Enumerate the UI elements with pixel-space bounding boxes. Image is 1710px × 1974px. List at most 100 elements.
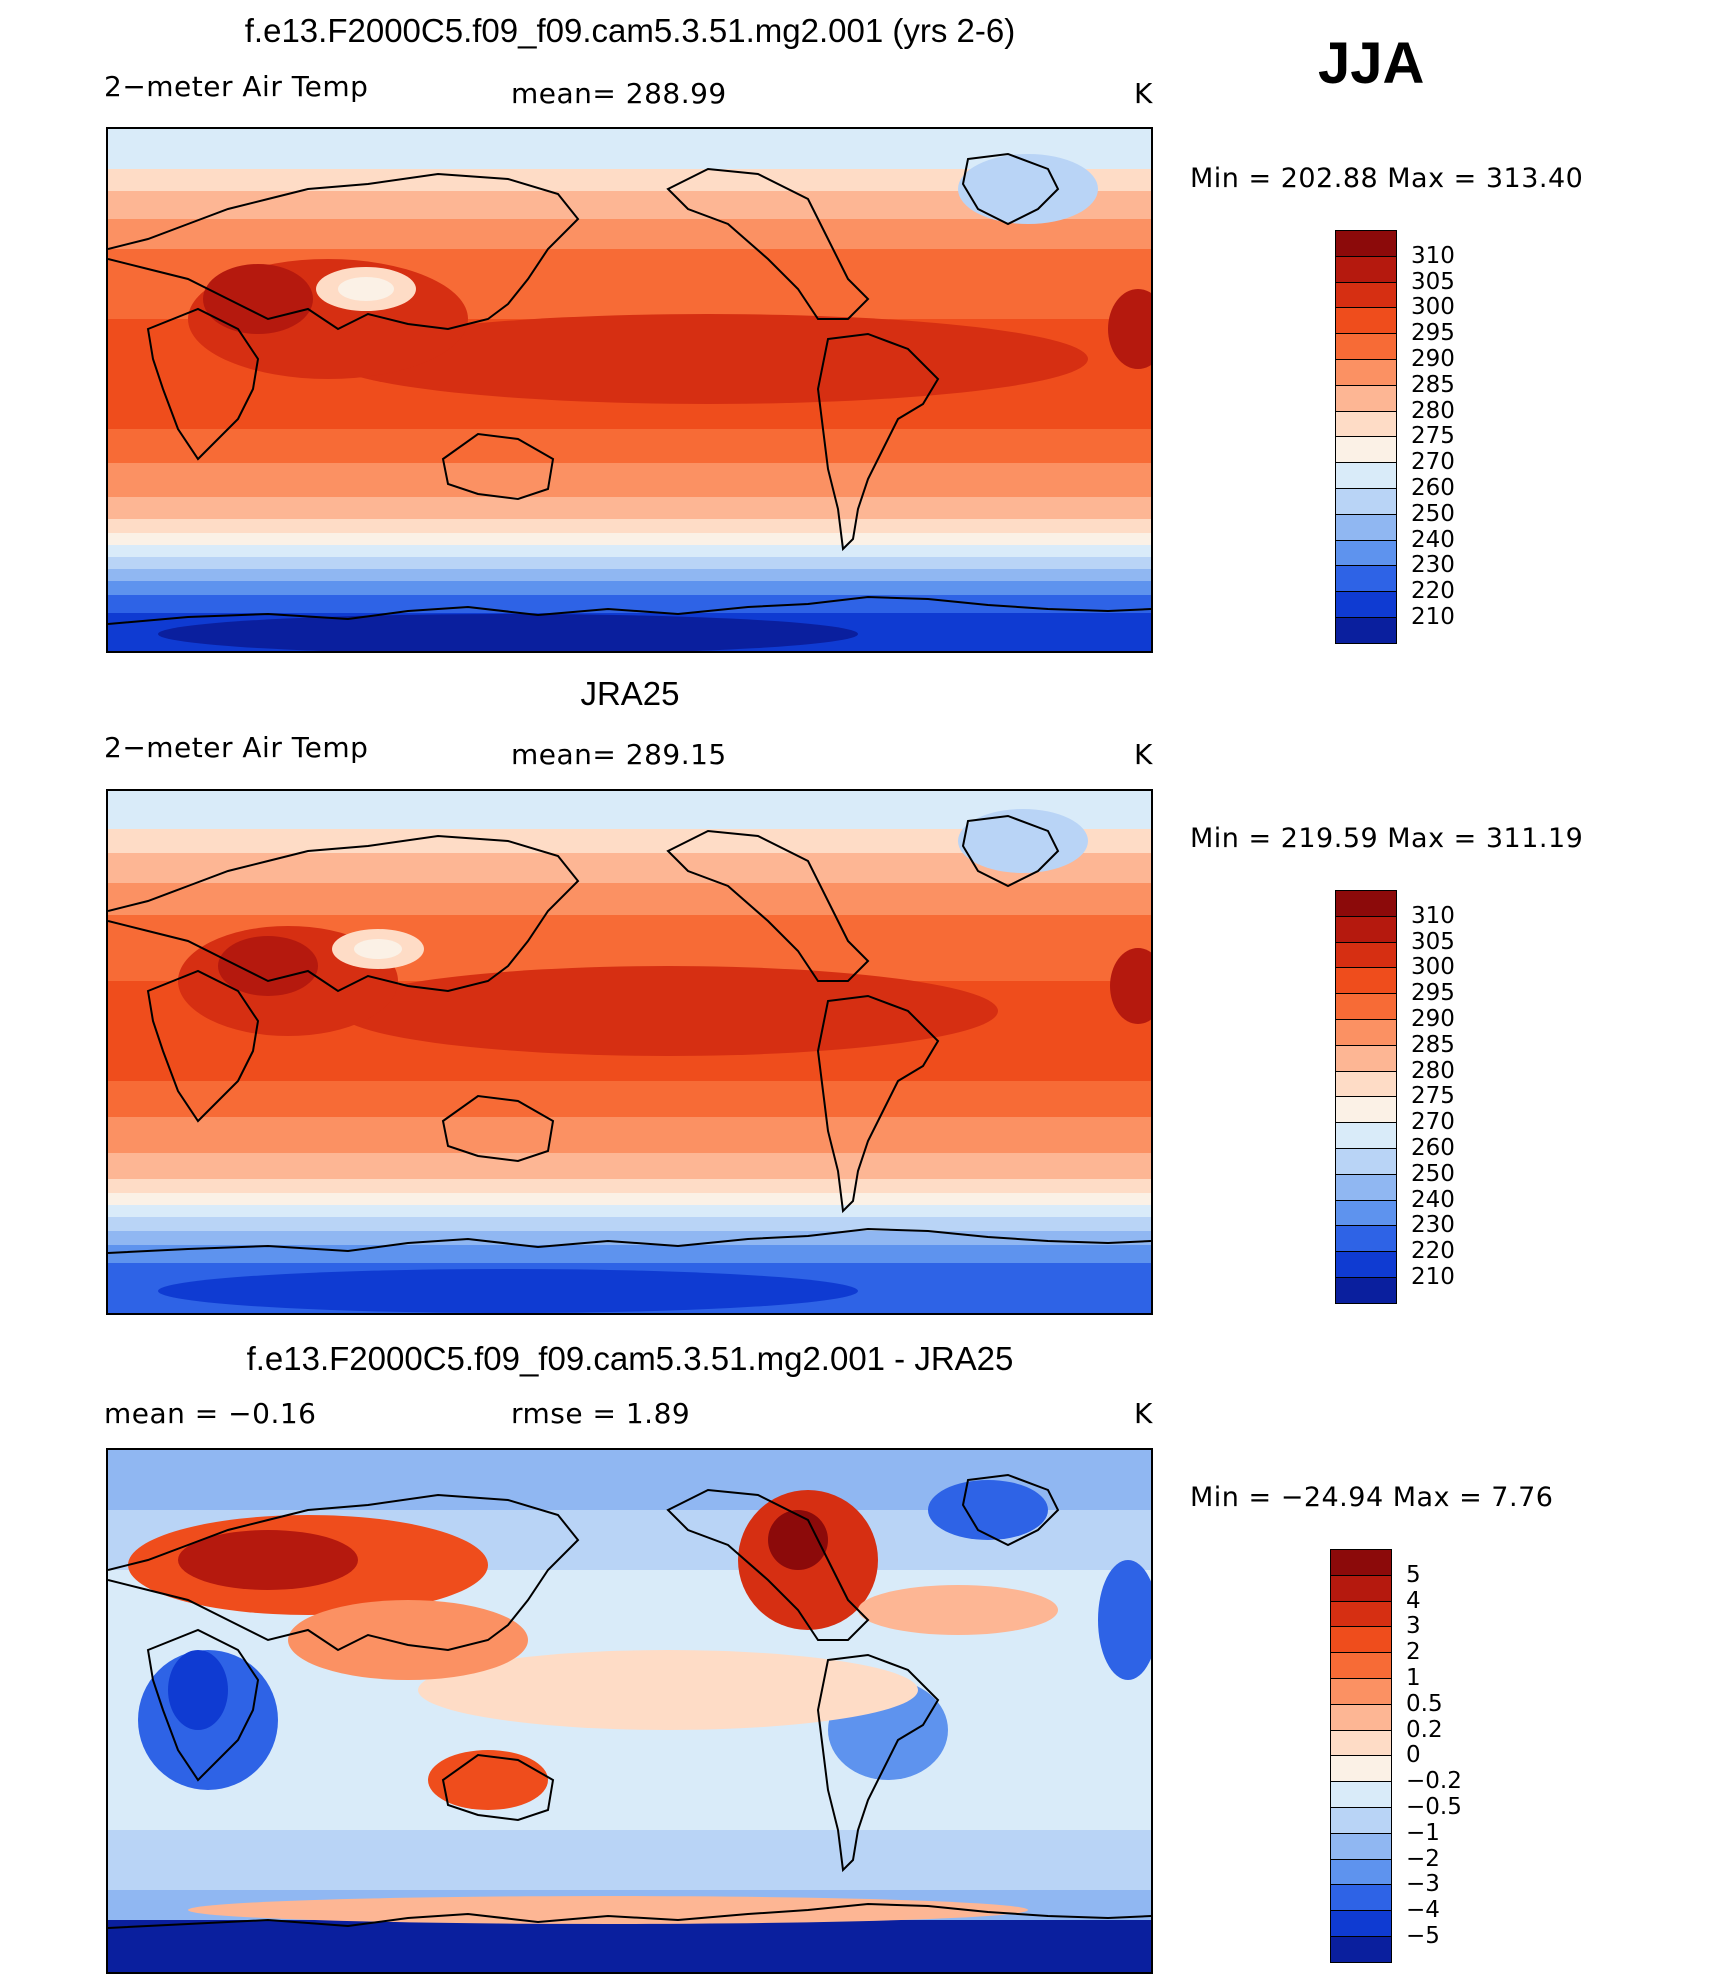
colorbar-tick-label: −5 — [1406, 1923, 1440, 1949]
temperature-difference-field — [108, 1450, 1151, 1972]
panel-3-rmse-label: rmse = 1.89 — [511, 1397, 691, 1430]
colorbar-swatch — [1335, 513, 1397, 542]
colorbar-swatch — [1335, 1148, 1397, 1176]
colorbar-tick-label: 285 — [1411, 1031, 1455, 1058]
colorbar-tick-label: 4 — [1406, 1587, 1421, 1614]
colorbar-swatch — [1335, 539, 1397, 567]
colorbar-tick-label: 290 — [1411, 346, 1455, 372]
colorbar-swatch — [1335, 1096, 1397, 1124]
colorbar-swatch — [1330, 1600, 1392, 1628]
colorbar-swatch — [1330, 1755, 1392, 1783]
colorbar-swatch — [1335, 255, 1397, 284]
colorbar-swatch — [1335, 565, 1397, 593]
colorbar-swatch — [1330, 1626, 1392, 1654]
colorbar-swatch — [1330, 1678, 1392, 1706]
panel-1-title: f.e13.F2000C5.f09_f09.cam5.3.51.mg2.001 … — [244, 12, 1016, 49]
colorbar-tick-label: 305 — [1411, 268, 1455, 295]
colorbar-tick-label: −1 — [1406, 1819, 1440, 1846]
colorbar-swatch — [1335, 307, 1397, 335]
panel-2-map — [106, 789, 1153, 1315]
colorbar-tick-label: 305 — [1411, 928, 1455, 955]
panel-1-units-label: K — [1134, 77, 1153, 110]
panel-1-mean-label: mean= 288.99 — [511, 77, 727, 110]
colorbar-swatch — [1330, 1549, 1392, 1577]
colorbar-tick-label: 250 — [1411, 500, 1455, 527]
colorbar-swatch — [1335, 1251, 1397, 1279]
colorbar-swatch — [1330, 1807, 1392, 1835]
temperature-field-reanalysis — [108, 791, 1151, 1313]
colorbar-swatch — [1335, 915, 1397, 944]
colorbar-swatch — [1335, 333, 1397, 361]
colorbar-swatch — [1335, 890, 1397, 918]
colorbar-tick-label: 260 — [1411, 1135, 1455, 1161]
colorbar-swatch — [1335, 410, 1397, 438]
colorbar-swatch — [1335, 941, 1397, 969]
colorbar-tick-label: 310 — [1411, 902, 1455, 929]
colorbar-tick-label: −0.2 — [1406, 1768, 1462, 1795]
panel-3-units-label: K — [1134, 1397, 1153, 1430]
colorbar-tick-label: 295 — [1411, 320, 1455, 347]
season-label: JJA — [1318, 31, 1425, 96]
colorbar-tick-label: −0.5 — [1406, 1794, 1462, 1820]
colorbar-swatch — [1335, 1199, 1397, 1227]
colorbar-swatch — [1335, 1225, 1397, 1253]
colorbar-tick-label: 260 — [1411, 475, 1455, 501]
panel-3-title: f.e13.F2000C5.f09_f09.cam5.3.51.mg2.001 … — [246, 1340, 1014, 1377]
colorbar-tick-label: −2 — [1406, 1845, 1440, 1872]
colorbar-tick-label: 0.5 — [1406, 1690, 1443, 1717]
colorbar-swatch — [1330, 1652, 1392, 1680]
colorbar-swatch — [1335, 1044, 1397, 1073]
panel-2-minmax: Min = 219.59 Max = 311.19 — [1190, 823, 1584, 854]
panel-2-left-label: 2−meter Air Temp — [104, 731, 369, 764]
colorbar-tick-label: 280 — [1411, 1057, 1455, 1084]
colorbar-swatch — [1330, 1703, 1392, 1732]
colorbar-swatch — [1330, 1781, 1392, 1809]
colorbar-tick-label: 270 — [1411, 449, 1455, 476]
colorbar-tick-label: 220 — [1411, 578, 1455, 605]
colorbar-tick-label: −4 — [1406, 1897, 1440, 1924]
colorbar-tick-label: 250 — [1411, 1160, 1455, 1187]
colorbar-swatch — [1335, 281, 1397, 309]
panel-3-mean-label: mean = −0.16 — [104, 1397, 317, 1430]
colorbar-swatch — [1335, 1122, 1397, 1150]
colorbar-swatch — [1335, 993, 1397, 1021]
colorbar-tick-label: 275 — [1411, 1083, 1455, 1110]
panel-3-minmax: Min = −24.94 Max = 7.76 — [1190, 1482, 1554, 1513]
panel-1-minmax: Min = 202.88 Max = 313.40 — [1190, 163, 1584, 194]
colorbar-swatch — [1335, 617, 1397, 645]
colorbar-tick-label: 280 — [1411, 397, 1455, 424]
colorbar-tick-label: 5 — [1406, 1561, 1421, 1588]
colorbar-tick-label: 210 — [1411, 604, 1455, 630]
colorbar-swatch — [1330, 1884, 1392, 1912]
panel-1-left-label: 2−meter Air Temp — [104, 70, 369, 103]
colorbar-tick-label: 0 — [1406, 1742, 1421, 1769]
colorbar-swatch — [1335, 1019, 1397, 1047]
colorbar-tick-label: 270 — [1411, 1109, 1455, 1136]
colorbar-tick-label: 300 — [1411, 294, 1455, 321]
colorbar-tick-label: 240 — [1411, 1186, 1455, 1213]
temperature-field-model — [108, 129, 1151, 651]
colorbar-swatch — [1330, 1858, 1392, 1886]
colorbar-tick-label: 275 — [1411, 423, 1455, 450]
colorbar-tick-label: 300 — [1411, 954, 1455, 981]
colorbar-swatch — [1335, 359, 1397, 387]
colorbar-tick-label: 230 — [1411, 1212, 1455, 1239]
panel-1-map — [106, 127, 1153, 653]
colorbar-tick-label: 295 — [1411, 980, 1455, 1007]
colorbar-swatch — [1330, 1574, 1392, 1603]
colorbar-swatch — [1335, 1070, 1397, 1098]
colorbar-tick-label: 3 — [1406, 1613, 1421, 1640]
panel-2-title: JRA25 — [580, 675, 680, 712]
colorbar-swatch — [1335, 488, 1397, 516]
colorbar-tick-label: 0.2 — [1406, 1716, 1443, 1743]
colorbar-swatch — [1335, 230, 1397, 258]
colorbar-tick-label: 220 — [1411, 1238, 1455, 1265]
panel-2-units-label: K — [1134, 738, 1153, 771]
colorbar-swatch — [1330, 1910, 1392, 1938]
panel-2-mean-label: mean= 289.15 — [511, 738, 727, 771]
colorbar-swatch — [1335, 967, 1397, 995]
colorbar-tick-label: 310 — [1411, 242, 1455, 269]
colorbar-swatch — [1335, 591, 1397, 619]
colorbar-tick-label: −3 — [1406, 1871, 1440, 1898]
colorbar-tick-label: 290 — [1411, 1006, 1455, 1032]
